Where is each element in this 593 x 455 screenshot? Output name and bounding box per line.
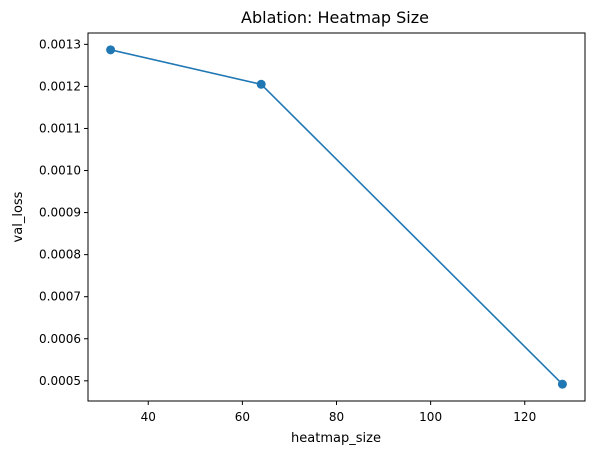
x-tick-label: 120 [513,410,536,424]
data-point [557,379,567,389]
x-tick-label: 80 [329,410,344,424]
x-axis-ticks: 40 60 80 100 120 [141,401,536,424]
chart-title: Ablation: Heatmap Size [241,8,429,27]
y-tick-label: 0.0013 [39,37,81,51]
data-point [256,79,266,89]
y-axis-label: val_loss [11,191,26,242]
series-layer [106,45,567,389]
x-tick-label: 40 [141,410,156,424]
plot-area-frame [87,32,586,402]
y-tick-label: 0.0008 [39,248,81,262]
y-tick-label: 0.0007 [39,290,81,304]
y-tick-label: 0.0005 [39,374,81,388]
y-tick-label: 0.0010 [39,164,81,178]
x-tick-label: 60 [235,410,250,424]
x-axis-label: heatmap_size [291,431,381,446]
y-tick-label: 0.0011 [39,121,81,135]
y-tick-label: 0.0009 [39,206,81,220]
y-axis-ticks: 0.0005 0.0006 0.0007 0.0008 0.0009 0.0010 0.00… [39,37,88,388]
y-tick-label: 0.0006 [39,332,81,346]
x-tick-label: 100 [419,410,442,424]
data-point [106,45,116,55]
series-line [110,49,563,385]
y-tick-label: 0.0012 [39,79,81,93]
